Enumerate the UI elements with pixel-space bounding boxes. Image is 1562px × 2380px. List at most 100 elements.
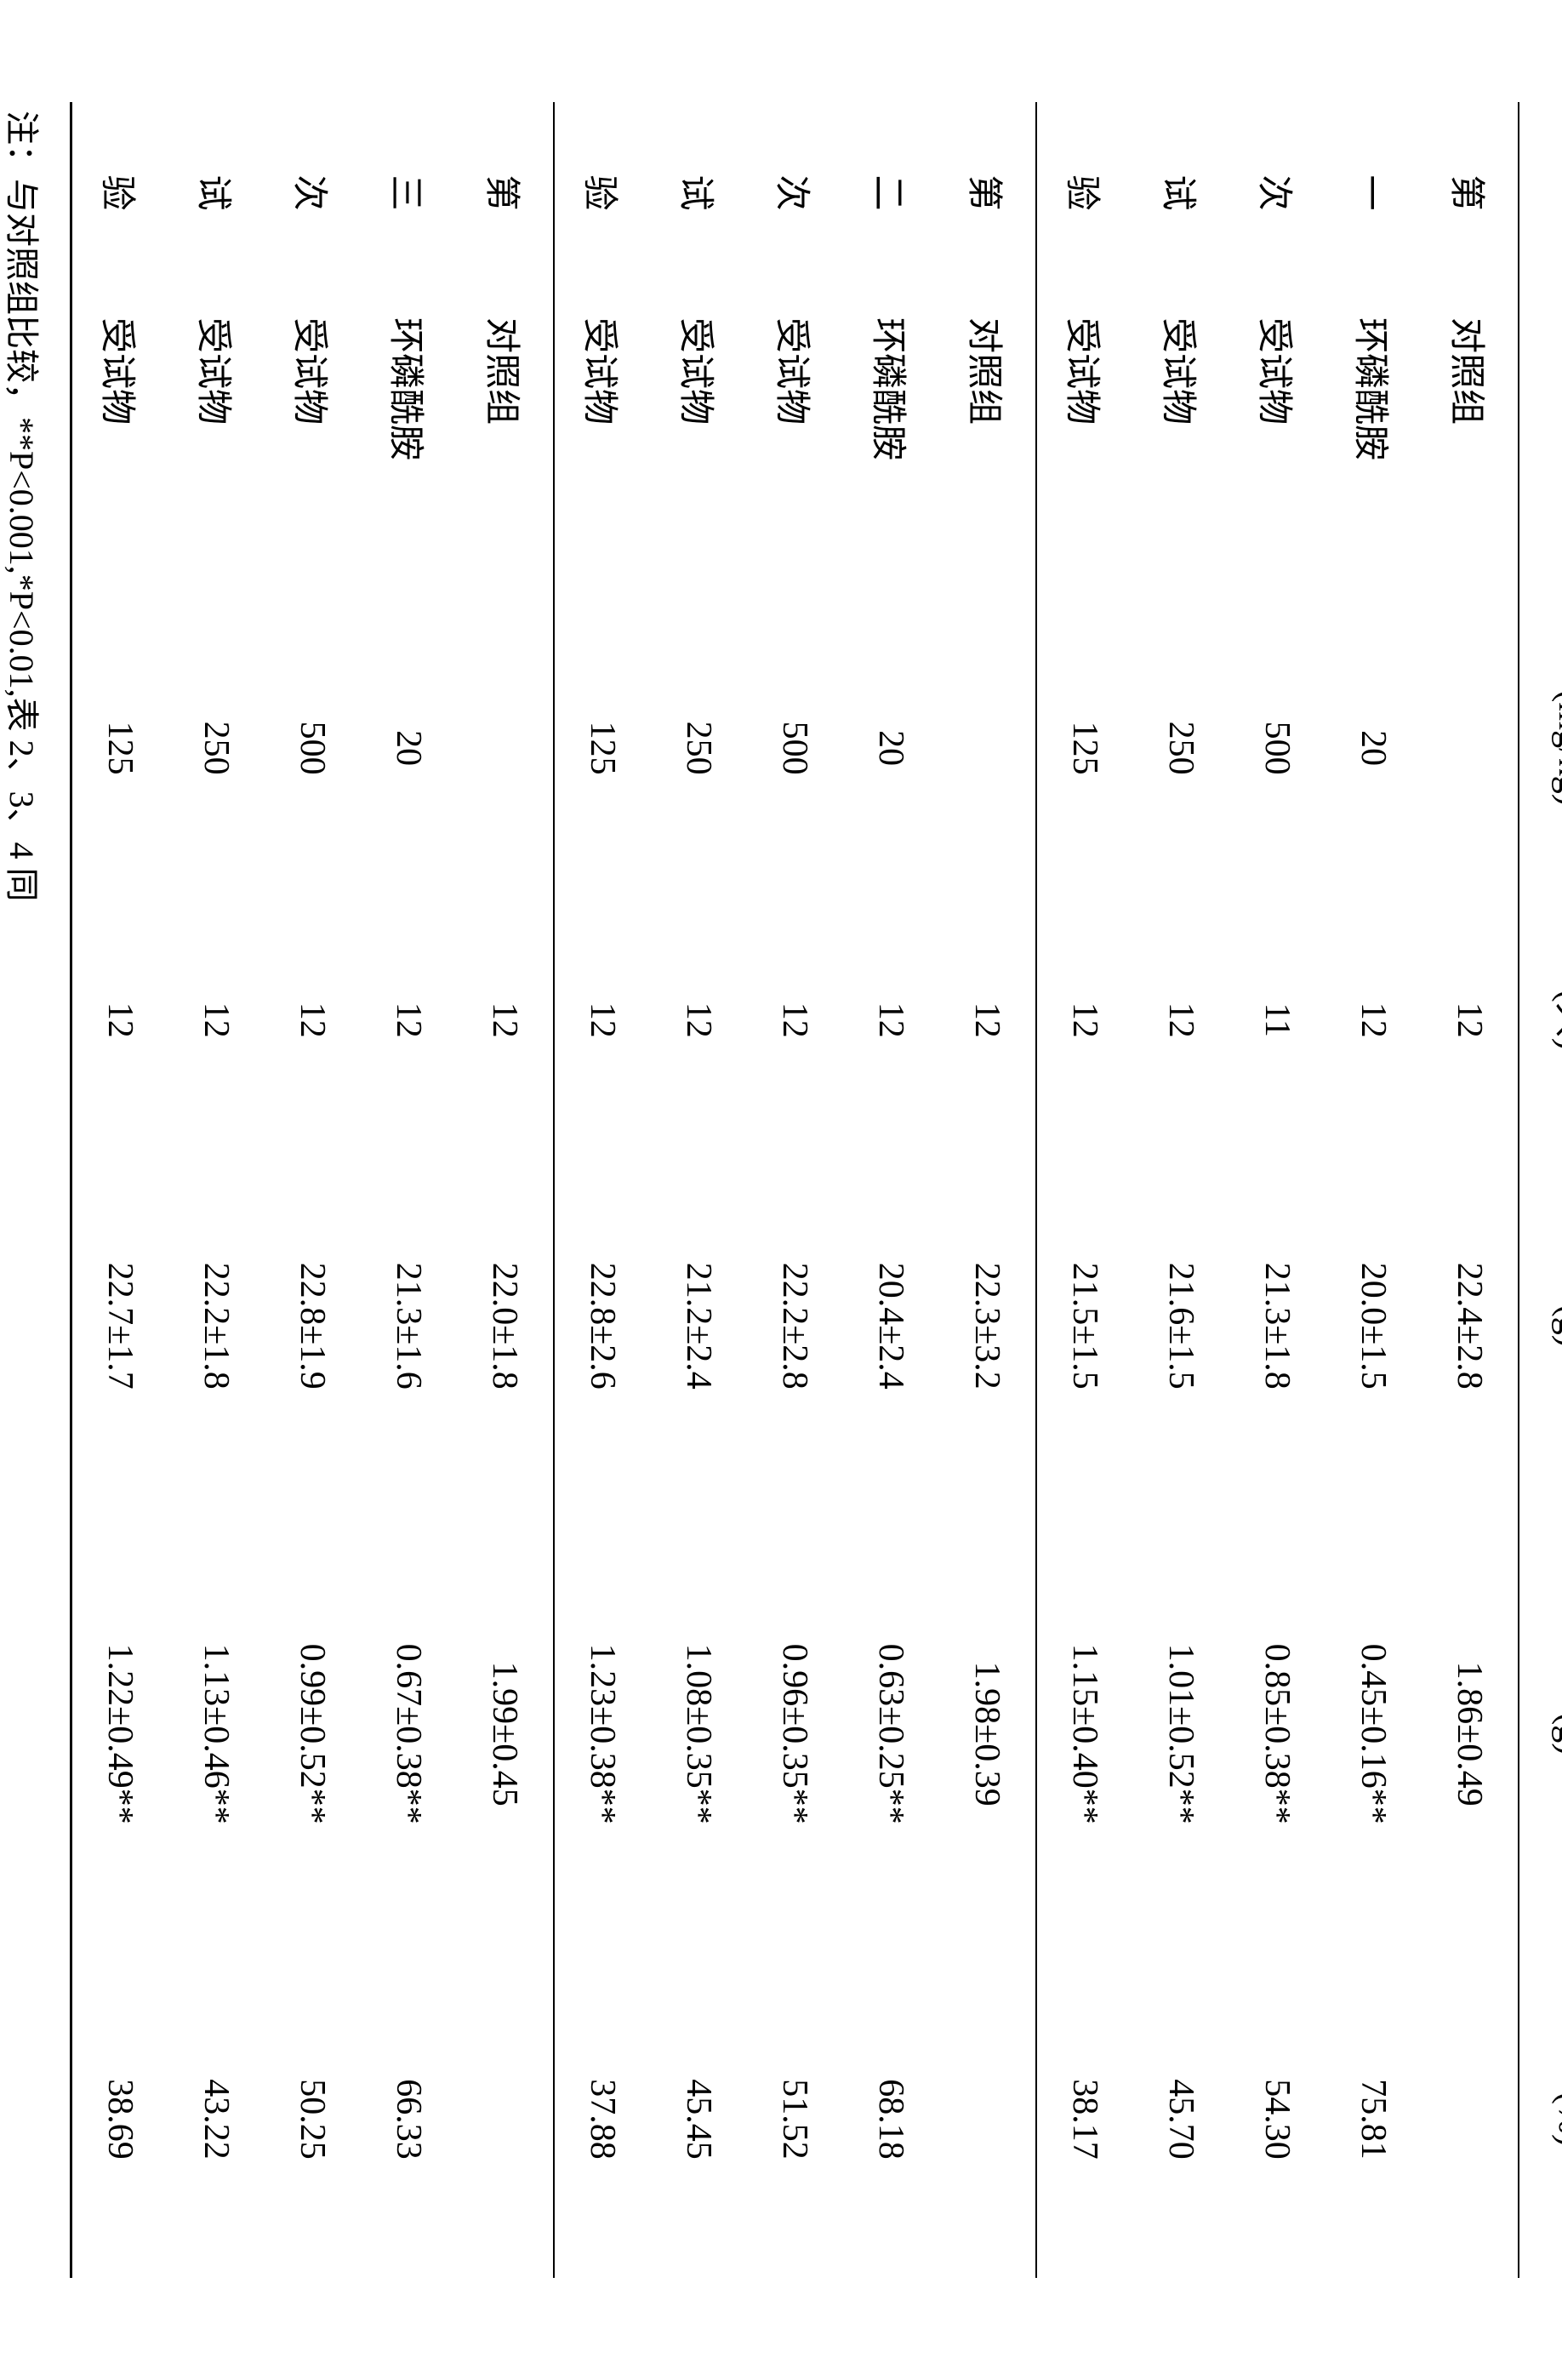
cell-animals: 12: [484, 895, 580, 1144]
header-exp: 实验次数: [1256, 102, 1413, 283]
cell-group: 受试物: [484, 283, 580, 601]
cell-tw: 0.63±0.25**: [580, 1507, 676, 1961]
cell-dose: 250: [870, 601, 966, 895]
cell-inhib: 54.30: [966, 1961, 1063, 2278]
cell-bw: 20.4±2.4: [580, 1144, 676, 1507]
table-row: 一环磷酰胺201220.0±1.50.45±0.16**75.81: [1063, 102, 1159, 2278]
cell-dose: 125: [291, 601, 388, 895]
table-header-row: 实验次数 组 别 给药剂量(mg/kg) 动物数(只) 荷瘤鼠体重(g) 平均瘤…: [1256, 102, 1413, 2278]
cell-animals: 12: [0, 895, 2, 1144]
cell-dose: 500: [2, 601, 98, 895]
cell-group: 对照组: [194, 283, 291, 601]
cell-tw: 1.01±0.52**: [870, 1507, 966, 1961]
table-row: 第对照组1222.0±1.81.99±0.45: [194, 102, 291, 2278]
table-body: 第对照组1222.4±2.81.86±0.49一环磷酰胺201220.0±1.5…: [0, 102, 1256, 2278]
cell-inhib: 68.18: [580, 1961, 676, 2278]
cell-inhib: [676, 1961, 773, 2278]
cell-bw: 22.8±2.6: [291, 1144, 388, 1507]
cell-exp: 三: [98, 102, 194, 283]
table-row: 第对照组1222.3±3.21.98±0.39: [676, 102, 773, 2278]
cell-tw: 1.86±0.49: [1159, 1507, 1256, 1961]
cell-exp: 第: [1159, 102, 1256, 283]
cell-animals: 12: [388, 895, 484, 1144]
cell-exp: 第: [194, 102, 291, 283]
cell-group: 受试物: [966, 283, 1063, 601]
cell-exp: 次: [484, 102, 580, 283]
cell-tw: 1.23±0.38**: [291, 1507, 388, 1961]
cell-dose: 20: [98, 601, 194, 895]
cell-dose: [676, 601, 773, 895]
cell-group: 对照组: [676, 283, 773, 601]
cell-tw: 1.08±0.35**: [388, 1507, 484, 1961]
cell-exp: 次: [2, 102, 98, 283]
cell-animals: 12: [194, 895, 291, 1144]
cell-exp: 试: [0, 102, 2, 283]
cell-inhib: 66.33: [98, 1961, 194, 2278]
cell-tw: 0.96±0.35**: [484, 1507, 580, 1961]
cell-exp: 验: [291, 102, 388, 283]
cell-inhib: [194, 1961, 291, 2278]
cell-animals: 12: [1159, 895, 1256, 1144]
cell-exp: 二: [580, 102, 676, 283]
cell-animals: 12: [2, 895, 98, 1144]
cell-inhib: 45.70: [870, 1961, 966, 2278]
cell-animals: 12: [676, 895, 773, 1144]
table-row: 三环磷酰胺201221.3±1.60.67±0.38**66.33: [98, 102, 194, 2278]
cell-tw: 0.67±0.38**: [98, 1507, 194, 1961]
cell-group: 受试物: [2, 283, 98, 601]
cell-bw: 22.8±1.9: [2, 1144, 98, 1507]
cell-inhib: [1159, 1961, 1256, 2278]
cell-group: 受试物: [870, 283, 966, 601]
header-tumorweight: 平均瘤重(g): [1256, 1507, 1413, 1961]
title-suffix: 的抑制作用三次重复实验结果 (X̄±S): [1445, 512, 1484, 1084]
cell-bw: 21.2±2.4: [388, 1144, 484, 1507]
cell-animals: 12: [773, 895, 870, 1144]
header-bodyweight: 荷瘤鼠体重(g): [1256, 1144, 1413, 1507]
cell-exp: 试: [870, 102, 966, 283]
cell-bw: 22.2±1.8: [0, 1144, 2, 1507]
cell-animals: 12: [98, 895, 194, 1144]
cell-dose: 250: [388, 601, 484, 895]
cell-tw: 1.98±0.39: [676, 1507, 773, 1961]
cell-inhib: 51.52: [484, 1961, 580, 2278]
cell-tw: 1.13±0.46**: [0, 1507, 2, 1961]
cell-group: 环磷酰胺: [580, 283, 676, 601]
data-table: 实验次数 组 别 给药剂量(mg/kg) 动物数(只) 荷瘤鼠体重(g) 平均瘤…: [0, 102, 1414, 2278]
table-row: 验受试物1251221.5±1.51.15±0.40**38.17: [773, 102, 870, 2278]
table-row: 试受试物2501222.2±1.81.13±0.46**43.22: [0, 102, 2, 2278]
cell-tw: 0.85±0.38**: [966, 1507, 1063, 1961]
title-subscript: 180: [1440, 477, 1466, 512]
header-dose: 给药剂量(mg/kg): [1256, 601, 1413, 895]
cell-animals: 12: [291, 895, 388, 1144]
table-row: 第对照组1222.4±2.81.86±0.49: [1159, 102, 1256, 2278]
cell-bw: 21.3±1.6: [98, 1144, 194, 1507]
cell-exp: 试: [388, 102, 484, 283]
cell-inhib: 50.25: [2, 1961, 98, 2278]
cell-dose: [1159, 601, 1256, 895]
cell-tw: 1.99±0.45: [194, 1507, 291, 1961]
cell-bw: 21.3±1.8: [966, 1144, 1063, 1507]
cell-inhib: 43.22: [0, 1961, 2, 2278]
table-row: 验受试物1251222.8±2.61.23±0.38**37.88: [291, 102, 388, 2278]
cell-inhib: 75.81: [1063, 1961, 1159, 2278]
header-animals: 动物数(只): [1256, 895, 1413, 1144]
title-prefix: 表 1 受试物对小鼠 S: [1445, 136, 1484, 477]
cell-exp: 次: [966, 102, 1063, 283]
cell-group: 环磷酰胺: [1063, 283, 1159, 601]
table-row: 次受试物5001222.2±2.80.96±0.35**51.52: [484, 102, 580, 2278]
cell-bw: 22.4±2.8: [1159, 1144, 1256, 1507]
cell-bw: 22.3±3.2: [676, 1144, 773, 1507]
cell-dose: 500: [484, 601, 580, 895]
table-row: 次受试物5001222.8±1.90.99±0.52**50.25: [2, 102, 98, 2278]
cell-inhib: 37.88: [291, 1961, 388, 2278]
cell-dose: 125: [773, 601, 870, 895]
cell-exp: 验: [773, 102, 870, 283]
table-row: 试受试物2501221.2±2.41.08±0.35**45.45: [388, 102, 484, 2278]
table-row: 次受试物5001121.3±1.80.85±0.38**54.30: [966, 102, 1063, 2278]
cell-inhib: 45.45: [388, 1961, 484, 2278]
cell-group: 受试物: [291, 283, 388, 601]
cell-dose: 20: [1063, 601, 1159, 895]
cell-tw: 0.99±0.52**: [2, 1507, 98, 1961]
cell-animals: 12: [1063, 895, 1159, 1144]
cell-dose: [194, 601, 291, 895]
